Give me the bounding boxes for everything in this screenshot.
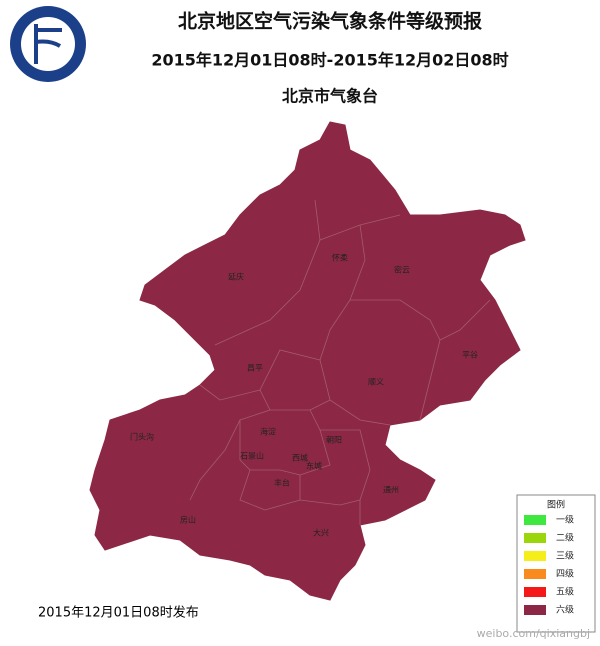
district-label: 延庆 [228,272,244,282]
logo-mark [34,24,62,64]
legend-label: 二级 [556,532,574,544]
legend-swatch [524,515,546,525]
district-label: 平谷 [462,351,478,360]
legend-label: 五级 [556,586,574,598]
legend-label: 三级 [556,550,574,562]
issuer: 北京市气象台 [282,87,378,106]
legend-swatch [524,533,546,543]
legend-title: 图例 [547,499,565,511]
logo [10,6,86,82]
district-label: 大兴 [313,528,329,538]
watermark: weibo.com/qixiangbj [477,627,590,640]
district-label: 丰台 [274,478,290,488]
legend-swatch [524,551,546,561]
district-label: 怀柔 [332,253,348,263]
logo-inner [21,17,75,71]
district-label: 石景山 [240,451,264,461]
district-label: 昌平 [247,364,263,373]
district-label: 房山 [180,515,196,525]
district-label: 朝阳 [326,436,342,445]
district-borders [189,199,491,525]
legend-swatch [524,569,546,579]
legend-label: 四级 [556,568,574,580]
title: 北京地区空气污染气象条件等级预报 [178,10,482,33]
beijing-outline [89,121,526,601]
legend-label: 六级 [556,604,574,616]
period: 2015年12月01日08时-2015年12月02日08时 [151,51,508,70]
district-label: 通州 [383,485,399,495]
district-label: 顺义 [368,378,384,387]
release-time: 2015年12月01日08时发布 [38,605,199,621]
district-label: 东城 [306,461,322,471]
legend-label: 一级 [556,514,574,526]
district-label: 密云 [394,265,410,275]
district-label: 西城 [292,454,308,463]
district-label: 海淀 [260,427,276,437]
district-label: 门头沟 [130,432,154,442]
legend-swatch [524,587,546,597]
legend-swatch [524,605,546,615]
